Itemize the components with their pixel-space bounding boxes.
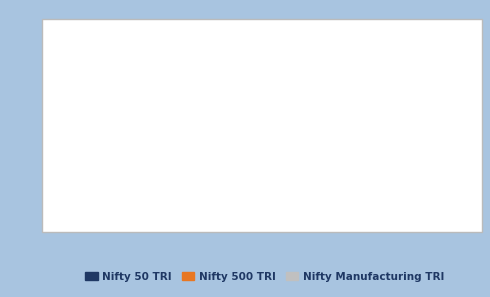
Bar — [65, 103, 89, 217]
Bar — [438, 111, 462, 217]
Text: 13%: 13% — [414, 148, 439, 158]
Bar — [113, 54, 137, 217]
Bar — [329, 63, 353, 217]
Text: 32%: 32% — [88, 64, 113, 74]
Bar — [197, 199, 221, 217]
Text: 26%: 26% — [64, 91, 89, 101]
Text: 6%: 6% — [176, 178, 194, 188]
Text: 4%: 4% — [200, 187, 218, 197]
Text: 35%: 35% — [329, 51, 354, 61]
Bar — [306, 98, 329, 217]
Bar — [390, 182, 414, 217]
Text: 21%: 21% — [281, 113, 306, 122]
Text: 24%: 24% — [437, 99, 463, 109]
Bar — [221, 195, 245, 217]
Bar — [173, 190, 197, 217]
Text: 37%: 37% — [112, 42, 137, 52]
Text: 27%: 27% — [305, 86, 330, 96]
Legend: Nifty 50 TRI, Nifty 500 TRI, Nifty Manufacturing TRI: Nifty 50 TRI, Nifty 500 TRI, Nifty Manuf… — [81, 268, 448, 286]
Text: 5%: 5% — [224, 183, 242, 193]
Text: 8%: 8% — [393, 170, 411, 179]
Bar — [89, 76, 113, 217]
Bar — [414, 160, 438, 217]
Bar — [282, 125, 306, 217]
